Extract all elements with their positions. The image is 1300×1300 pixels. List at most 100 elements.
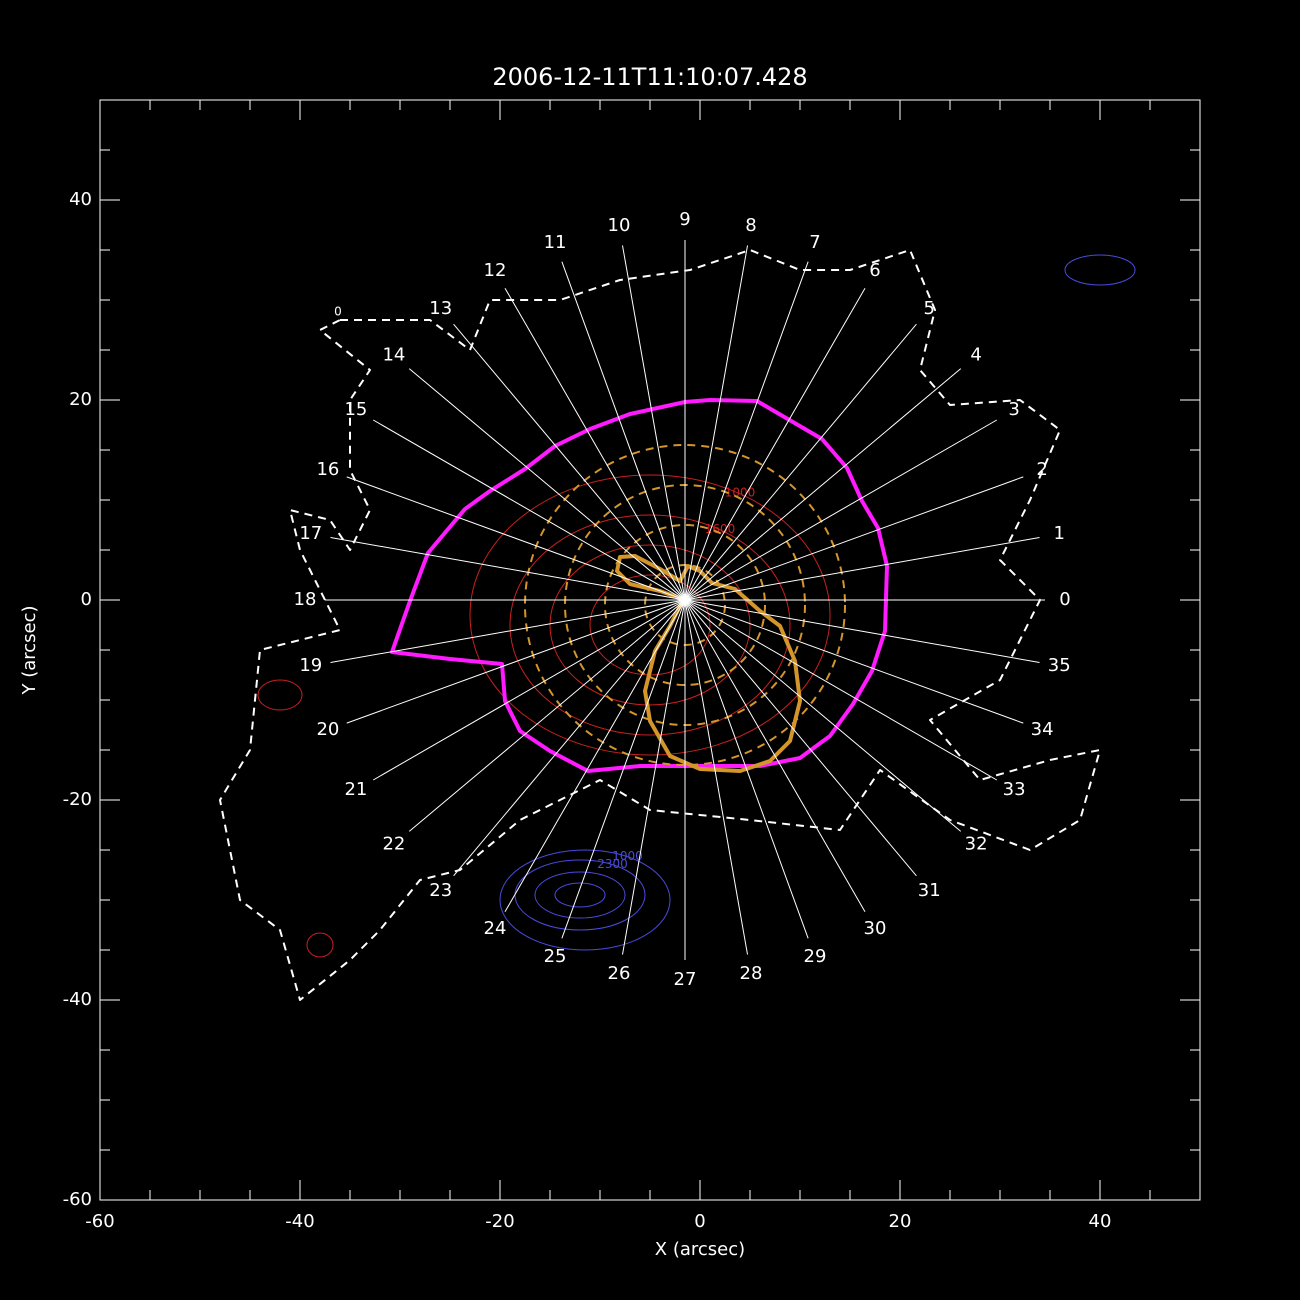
ray	[684, 287, 866, 601]
y-tick-label: -20	[63, 789, 92, 810]
x-tick-label: -20	[485, 1211, 514, 1232]
ray	[330, 599, 686, 664]
ray	[561, 599, 686, 939]
ray-label: 11	[544, 232, 567, 253]
ray-label: 8	[745, 215, 756, 236]
ray-label: 34	[1031, 719, 1054, 740]
contour-label: 0	[334, 305, 342, 319]
y-tick-label: 0	[81, 589, 92, 610]
contour-line	[390, 398, 889, 773]
ray-label: 14	[382, 345, 405, 366]
ray-label: 22	[382, 833, 405, 854]
ray-label: 30	[864, 918, 887, 939]
ray	[684, 599, 866, 913]
ray-label: 1	[1054, 523, 1065, 544]
ray	[621, 599, 686, 955]
y-axis-label: Y (arcsec)	[19, 605, 40, 695]
ray-label: 28	[740, 963, 763, 984]
ray	[684, 599, 809, 939]
ray	[621, 245, 686, 601]
ray-label: 9	[679, 209, 690, 230]
y-tick-label: -60	[63, 1189, 92, 1210]
ray	[684, 245, 749, 601]
ray	[504, 599, 686, 913]
contour-ellipse	[306, 932, 334, 958]
ray	[684, 599, 962, 832]
contour-ellipse	[554, 882, 606, 908]
x-tick-label: 0	[694, 1211, 705, 1232]
ray-label: 10	[608, 215, 631, 236]
ray-label: 5	[924, 298, 935, 319]
ray	[372, 419, 686, 601]
ray-label: 16	[316, 459, 339, 480]
ray-label: 24	[484, 918, 507, 939]
ray-label: 7	[809, 232, 820, 253]
ray	[684, 368, 962, 601]
ray-label: 4	[970, 345, 981, 366]
ray	[453, 599, 686, 877]
ray	[408, 599, 686, 832]
ray	[684, 599, 917, 877]
ray	[346, 599, 686, 724]
ray-label: 27	[674, 969, 697, 990]
ray-label: 25	[544, 946, 567, 967]
ray-label: 23	[429, 880, 452, 901]
ray-label: 13	[429, 298, 452, 319]
contour-label: 2300	[597, 857, 628, 871]
ray-label: 18	[294, 589, 317, 610]
ray	[453, 323, 686, 601]
y-tick-label: 20	[69, 389, 92, 410]
ray	[684, 476, 1024, 601]
ray	[684, 419, 998, 601]
ray-label: 29	[804, 946, 827, 967]
ray	[504, 287, 686, 601]
ray-label: 17	[299, 523, 322, 544]
contour-ellipse	[509, 514, 791, 736]
ray-label: 19	[299, 655, 322, 676]
ray-label: 31	[918, 880, 941, 901]
ray-label: 33	[1003, 779, 1026, 800]
contour-ellipse	[257, 679, 303, 711]
ray	[684, 536, 1040, 601]
contour-ellipse	[549, 544, 751, 706]
dashed-circle	[604, 524, 766, 686]
ray	[684, 599, 749, 955]
ray	[684, 323, 917, 601]
ray-label: 26	[608, 963, 631, 984]
ray	[684, 599, 998, 781]
ray-label: 2	[1036, 459, 1047, 480]
ray	[408, 368, 686, 601]
ray	[684, 599, 1024, 724]
dashed-circle	[524, 444, 846, 766]
ray-label: 21	[344, 779, 367, 800]
ray	[561, 261, 686, 601]
contour-ellipse	[534, 871, 626, 919]
ray-label: 3	[1008, 399, 1019, 420]
ray-label: 20	[316, 719, 339, 740]
ray-label: 12	[484, 260, 507, 281]
ray-label: 35	[1048, 655, 1071, 676]
contour-label: 1000	[725, 486, 756, 500]
y-tick-label: 40	[69, 189, 92, 210]
contour-line	[615, 554, 802, 773]
contour-line	[219, 249, 1101, 1001]
ray	[330, 536, 686, 601]
ray-label: 32	[965, 833, 988, 854]
ray-label: 6	[869, 260, 880, 281]
ray	[684, 261, 809, 601]
chart-title: 2006-12-11T11:10:07.428	[492, 63, 807, 91]
ray-label: 0	[1059, 589, 1070, 610]
ray	[684, 599, 1040, 664]
contour-ellipse	[469, 474, 831, 756]
contour-ellipse	[499, 849, 671, 951]
ray-label: 15	[344, 399, 367, 420]
x-tick-label: -60	[85, 1211, 114, 1232]
contour-ellipse	[1064, 254, 1136, 286]
y-tick-label: -40	[63, 989, 92, 1010]
x-axis-label: X (arcsec)	[655, 1239, 745, 1260]
contour-label: 1000	[612, 849, 643, 863]
x-tick-label: 20	[889, 1211, 912, 1232]
